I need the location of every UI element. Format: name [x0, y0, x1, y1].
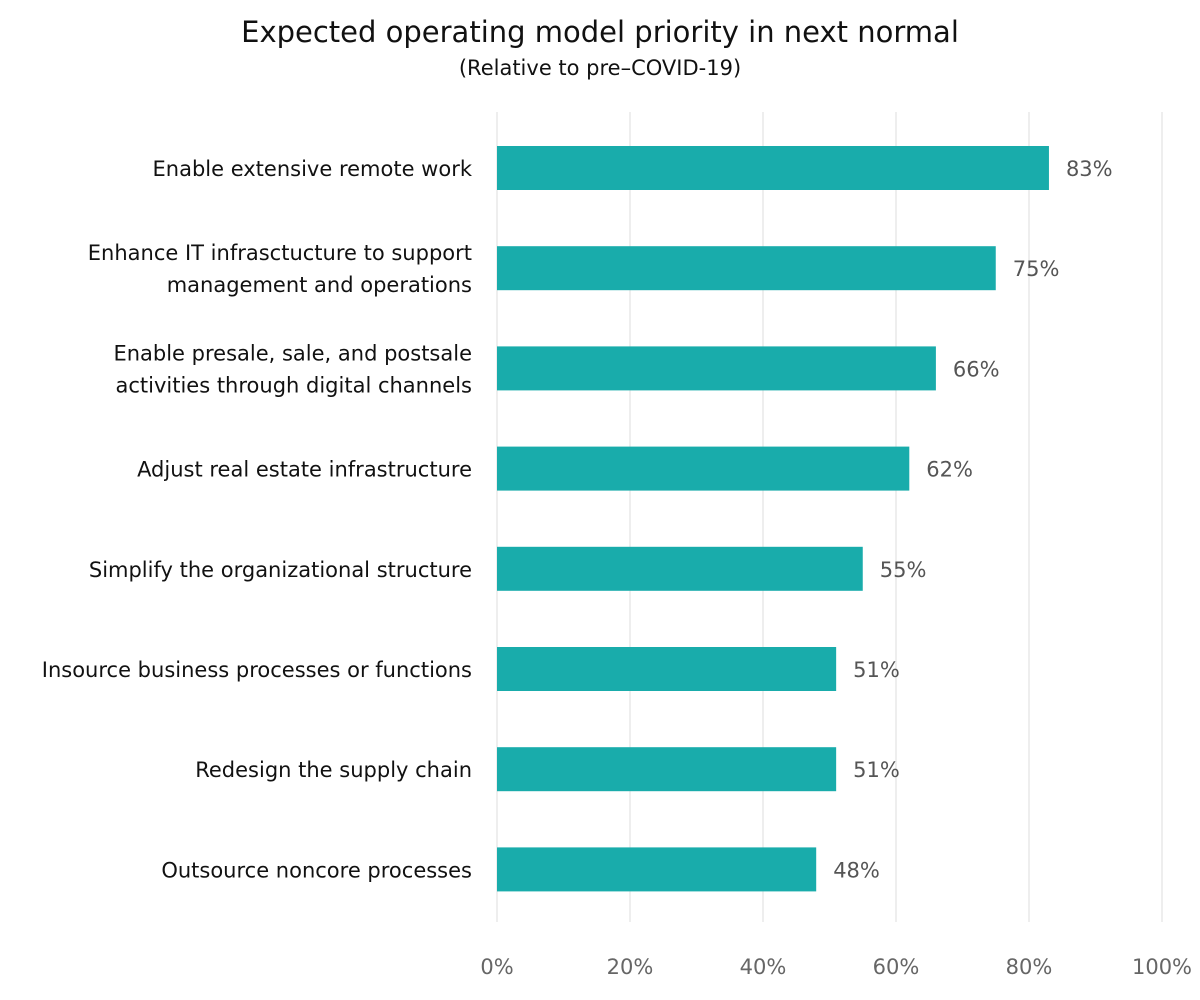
category-label: Enhance IT infrasctucture to support — [88, 241, 472, 265]
x-tick-label: 40% — [740, 955, 787, 979]
x-tick-label: 100% — [1132, 955, 1192, 979]
x-tick-label: 80% — [1006, 955, 1053, 979]
data-label: 51% — [853, 658, 900, 682]
x-tick-label: 0% — [480, 955, 513, 979]
category-label: management and operations — [167, 273, 472, 297]
data-label: 62% — [926, 458, 973, 482]
bar — [497, 146, 1049, 190]
category-label: Outsource noncore processes — [161, 858, 472, 882]
category-label: Simplify the organizational structure — [89, 558, 472, 582]
x-tick-label: 60% — [873, 955, 920, 979]
data-label: 48% — [833, 858, 880, 882]
x-tick-label: 20% — [607, 955, 654, 979]
bar — [497, 246, 996, 291]
data-label: 55% — [880, 558, 927, 582]
bar — [497, 647, 837, 691]
data-label: 83% — [1066, 157, 1113, 181]
bar — [497, 747, 837, 792]
category-label: Adjust real estate infrastructure — [137, 458, 472, 482]
category-label: Enable presale, sale, and postsale — [113, 341, 472, 365]
bar — [497, 847, 817, 892]
category-label: Insource business processes or functions — [42, 658, 472, 682]
chart-subtitle: (Relative to pre–COVID-19) — [458, 56, 742, 80]
chart-title: Expected operating model priority in nex… — [241, 15, 959, 49]
data-label: 75% — [1013, 257, 1060, 281]
bar — [497, 446, 910, 491]
category-label: activities through digital channels — [115, 373, 472, 397]
data-label: 51% — [853, 758, 900, 782]
category-label: Redesign the supply chain — [195, 758, 472, 782]
data-label: 66% — [953, 357, 1000, 381]
bar — [497, 546, 863, 591]
category-label: Enable extensive remote work — [153, 157, 473, 181]
bar — [497, 346, 936, 391]
